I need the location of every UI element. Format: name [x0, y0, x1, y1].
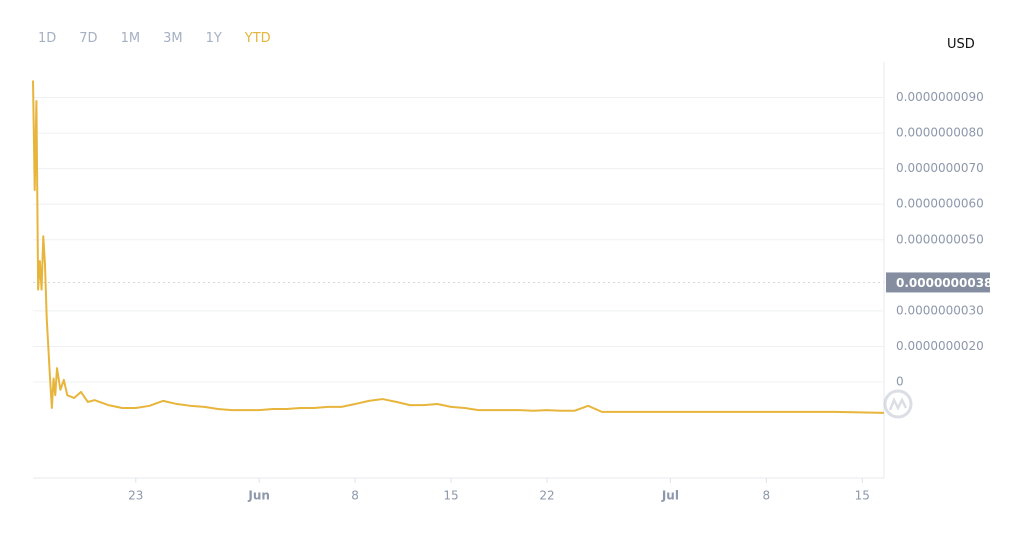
- x-tick-label: 15: [855, 489, 870, 503]
- range-button[interactable]: 1Y: [205, 31, 222, 46]
- y-tick-label: 0.0000000080: [896, 126, 984, 140]
- x-tick-label: 22: [539, 489, 554, 503]
- range-button[interactable]: 1M: [120, 31, 141, 46]
- range-button[interactable]: 3M: [163, 31, 183, 46]
- range-selector: 1D 7D 1M 3M 1Y YTD: [38, 31, 294, 46]
- price-line: [32, 80, 885, 414]
- current-price-box: [886, 272, 990, 293]
- y-tick-label: 0.0000000090: [896, 90, 984, 104]
- x-tick-label: 8: [763, 489, 771, 503]
- watermark: [883, 389, 913, 419]
- y-tick-label: 0: [896, 375, 904, 389]
- y-tick-label: 0.0000000060: [896, 197, 984, 211]
- range-button[interactable]: YTD: [244, 31, 271, 46]
- range-button[interactable]: 7D: [79, 31, 98, 46]
- y-tick-label: 0.0000000030: [896, 303, 984, 317]
- x-tick-label: 15: [443, 489, 458, 503]
- x-tick-label: Jun: [247, 489, 270, 503]
- range-button[interactable]: 1D: [38, 31, 57, 46]
- x-tick-label: 23: [128, 489, 143, 503]
- y-tick-label: 0.0000000070: [896, 161, 984, 175]
- x-tick-label: 8: [351, 489, 359, 503]
- currency-label: USD: [947, 37, 975, 52]
- x-tick-label: Jul: [661, 489, 679, 503]
- y-tick-label: 0.0000000020: [896, 339, 984, 353]
- y-tick-label: 0.0000000050: [896, 232, 984, 246]
- current-price-label: 0.0000000038: [896, 276, 992, 290]
